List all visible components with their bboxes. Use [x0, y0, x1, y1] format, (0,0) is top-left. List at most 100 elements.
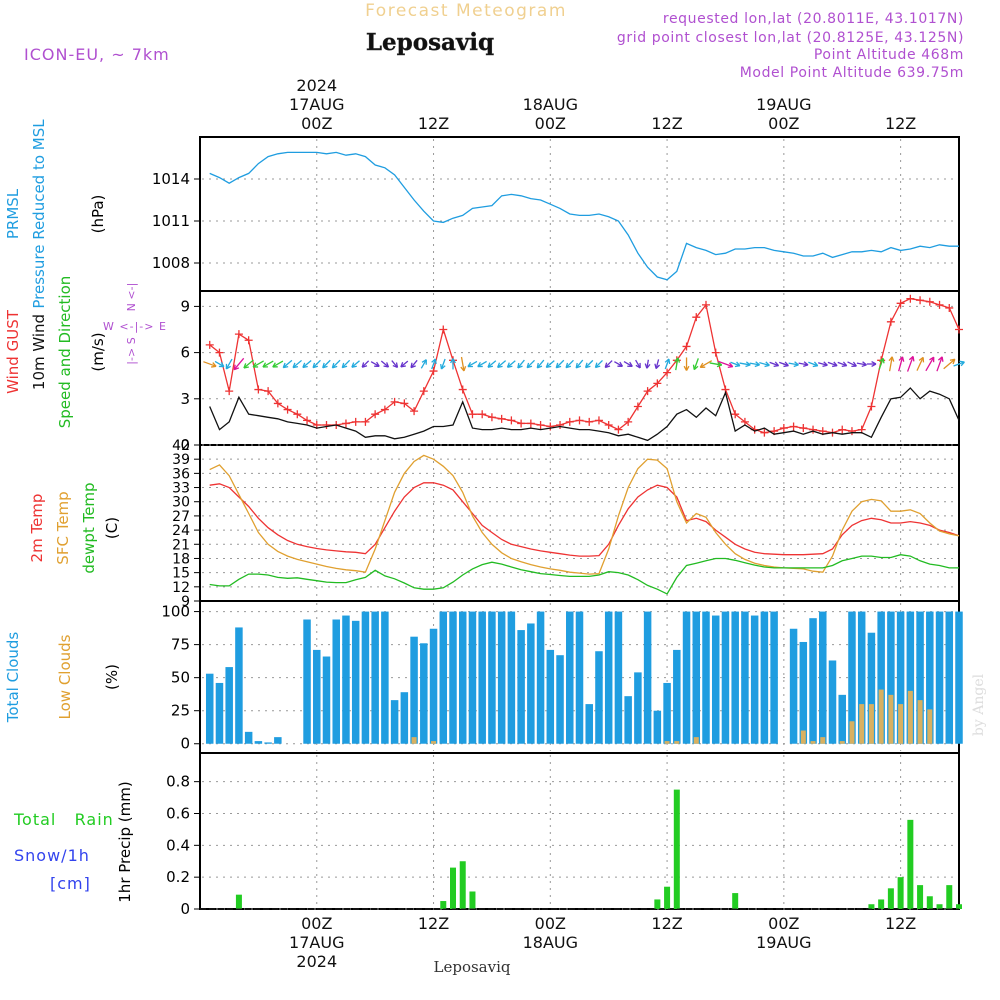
gust-marker — [410, 407, 419, 416]
bar — [488, 611, 496, 744]
gust-marker — [536, 420, 545, 429]
bar — [770, 611, 778, 744]
y-tick-label: 0.2 — [166, 868, 190, 886]
wind-arrow — [692, 358, 699, 371]
y-tick-label: 0.6 — [166, 804, 190, 822]
gust-marker — [594, 416, 603, 425]
y-tick-label: 0 — [180, 436, 190, 454]
bar — [819, 611, 827, 744]
series-prmsl — [209, 151, 959, 281]
bar — [469, 891, 476, 909]
bar — [682, 611, 691, 744]
bar — [604, 611, 613, 744]
bar — [867, 632, 876, 744]
bar — [721, 611, 730, 744]
gust-marker — [351, 417, 360, 426]
wind-arrow — [769, 361, 780, 368]
wind-arrow — [916, 356, 925, 371]
series-10m-wind — [209, 387, 960, 442]
time-label: 18AUG — [523, 95, 578, 114]
series-line — [209, 454, 960, 575]
gust-marker — [380, 405, 389, 414]
wind-arrow — [555, 359, 565, 369]
time-label: 19AUG — [756, 933, 811, 952]
bar — [468, 611, 477, 744]
wind-arrow — [906, 355, 915, 372]
gust-marker — [682, 342, 691, 351]
y-label: Wind GUST — [4, 309, 22, 394]
bar — [955, 611, 963, 744]
bar — [887, 888, 894, 909]
series-wind-gust — [205, 294, 963, 437]
gust-marker — [896, 299, 905, 308]
gust-marker — [692, 313, 701, 322]
gust-marker — [497, 414, 506, 423]
y-tick-label: 1014 — [152, 170, 190, 188]
bar — [274, 737, 282, 744]
series-total-rain — [235, 789, 962, 909]
gust-marker — [526, 419, 535, 428]
bar — [888, 694, 894, 744]
bar — [810, 741, 816, 744]
y-tick-label: 0 — [180, 900, 190, 918]
wind-arrow — [262, 360, 274, 368]
y-tick-label: 0.4 — [166, 836, 190, 854]
panel-5: 0 0.2 0.4 0.6 0.8 1hr Precip (mm)Total Rain Sn… — [13, 752, 962, 918]
y-unit: (C) — [103, 517, 121, 539]
time-label: 00Z — [768, 114, 799, 133]
bar — [927, 709, 933, 744]
bar — [917, 700, 923, 744]
wind-arrow — [420, 359, 427, 369]
gust-marker — [273, 399, 282, 408]
bar — [849, 721, 855, 744]
wind-arrow — [497, 360, 507, 368]
gust-marker — [205, 340, 214, 349]
wind-arrow — [936, 356, 944, 372]
bar — [536, 611, 545, 744]
time-label: 18AUG — [523, 933, 578, 952]
gust-marker — [925, 297, 934, 306]
bar — [760, 611, 769, 744]
bar — [741, 611, 749, 744]
gust-marker — [361, 417, 370, 426]
requested-lonlat: requested lon,lat (20.8011E, 43.1017N) — [663, 11, 964, 27]
panel-1: 1008 1011 1014 PRMSL Pressure Reduced to MSL… — [4, 119, 960, 309]
y-tick-label: 0 — [180, 735, 190, 753]
bar — [906, 611, 915, 744]
bar — [692, 611, 701, 744]
wind-arrow — [674, 357, 681, 371]
y-tick-label: 75 — [171, 636, 190, 654]
bar — [566, 611, 574, 744]
wind-arrow — [635, 359, 641, 369]
bar — [411, 737, 417, 744]
wind-arrow — [925, 356, 935, 372]
wind-arrow — [739, 361, 751, 368]
wind-arrow — [292, 359, 302, 369]
bar — [732, 893, 739, 909]
wind-arrow — [440, 358, 446, 370]
y-label: 2m Temp — [28, 494, 46, 563]
bar — [431, 741, 437, 744]
wind-arrow — [361, 360, 370, 368]
y-tick-label: 1011 — [152, 212, 190, 230]
bar — [857, 611, 866, 744]
y-tick-label: 33 — [172, 481, 190, 497]
bar — [663, 682, 671, 744]
model-point-altitude: Model Point Altitude 639.75m — [740, 65, 964, 81]
wind-arrow — [214, 360, 225, 368]
series-total-clouds — [205, 611, 963, 744]
bar — [381, 611, 389, 744]
wind-arrow — [699, 360, 713, 368]
gust-marker — [847, 427, 856, 436]
wind-arrow — [341, 359, 351, 369]
y-tick-label: 9 — [181, 594, 190, 610]
bar — [351, 620, 360, 744]
wind-arrow — [410, 359, 418, 369]
gust-marker — [215, 348, 224, 357]
bar — [820, 737, 826, 744]
wind-arrow — [467, 360, 478, 368]
bar — [342, 615, 350, 744]
gust-marker — [886, 317, 895, 326]
wind-arrow — [506, 360, 516, 368]
